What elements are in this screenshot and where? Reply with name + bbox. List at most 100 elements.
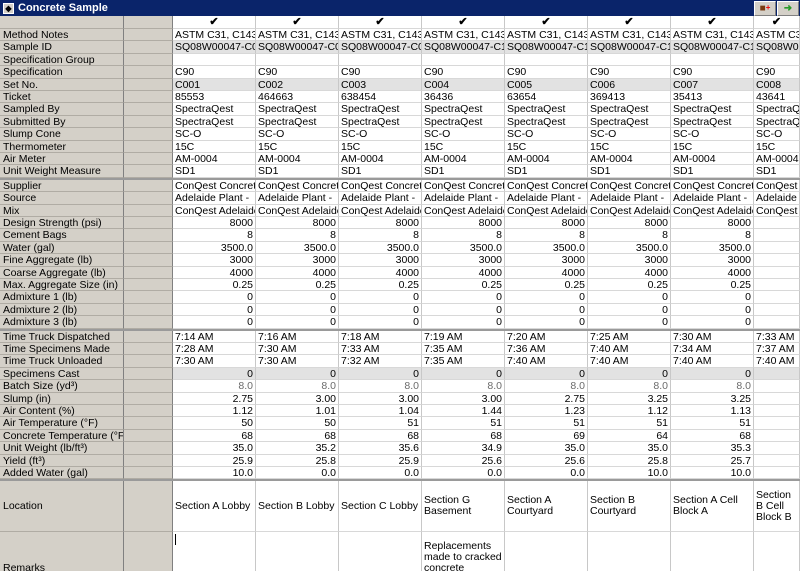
data-cell[interactable]: 7:40 AM <box>754 355 800 368</box>
data-cell[interactable]: 4000 <box>588 266 671 279</box>
data-cell[interactable]: SC-O <box>588 128 671 141</box>
data-cell[interactable]: 4000 <box>671 266 754 279</box>
data-cell[interactable]: 8000 <box>505 217 588 230</box>
data-cell[interactable]: 68 <box>256 429 339 443</box>
data-cell[interactable]: 0 <box>256 291 339 304</box>
data-cell[interactable] <box>173 53 256 67</box>
data-cell[interactable] <box>256 53 339 67</box>
data-cell[interactable]: 0 <box>173 291 256 304</box>
data-cell[interactable]: 15C <box>588 140 671 153</box>
data-cell[interactable]: SQ08W00047-C11 <box>505 41 588 54</box>
data-cell[interactable]: 1.13 <box>671 405 754 418</box>
location-cell[interactable]: Section A Lobby <box>173 481 256 533</box>
data-cell[interactable]: SC-O <box>505 128 588 141</box>
data-cell[interactable]: SpectraQest <box>588 103 671 116</box>
data-cell[interactable]: 3000 <box>256 254 339 267</box>
data-cell[interactable]: SpectraQest <box>505 115 588 129</box>
remarks-cell[interactable] <box>505 532 588 571</box>
data-cell[interactable] <box>754 53 800 67</box>
data-cell[interactable]: 25.8 <box>588 454 671 467</box>
data-cell[interactable]: SC-O <box>173 128 256 141</box>
data-cell[interactable] <box>754 367 800 381</box>
data-cell[interactable]: 3500.0 <box>173 241 256 255</box>
data-cell[interactable]: 0 <box>588 367 671 381</box>
data-cell[interactable]: 8000 <box>256 217 339 230</box>
data-cell[interactable]: 15C <box>505 140 588 153</box>
data-cell[interactable]: 35.6 <box>339 442 422 455</box>
data-cell[interactable]: SpectraQest <box>671 103 754 116</box>
data-cell[interactable]: 3.25 <box>671 392 754 405</box>
data-cell[interactable]: 7:28 AM <box>173 343 256 356</box>
data-cell[interactable]: 0 <box>339 291 422 304</box>
remarks-cell[interactable]: Replacements made to cracked concrete <box>422 532 505 571</box>
select-checkbox[interactable]: ✔ <box>291 16 303 28</box>
data-cell[interactable]: 0 <box>173 316 256 329</box>
data-cell[interactable]: 0.25 <box>256 279 339 292</box>
select-checkbox[interactable]: ✔ <box>540 16 552 28</box>
data-cell[interactable]: AM-0004 <box>173 153 256 166</box>
data-cell[interactable]: 64 <box>588 429 671 443</box>
select-checkbox[interactable]: ✔ <box>770 16 783 28</box>
data-cell[interactable]: SpectraQest <box>339 103 422 116</box>
data-cell[interactable]: 35.0 <box>505 442 588 455</box>
data-cell[interactable]: 35413 <box>671 91 754 104</box>
select-checkbox[interactable]: ✔ <box>457 16 469 28</box>
data-cell[interactable]: ConQest Concrete <box>173 179 256 193</box>
data-cell[interactable]: 8.0 <box>339 380 422 393</box>
data-cell[interactable]: 68 <box>339 429 422 443</box>
data-cell[interactable]: 0.0 <box>256 467 339 480</box>
data-cell[interactable]: 7:20 AM <box>505 330 588 343</box>
data-cell[interactable]: 7:25 AM <box>588 330 671 343</box>
data-cell[interactable]: 15C <box>256 140 339 153</box>
data-cell[interactable]: Adelaide Plant - <box>754 192 800 205</box>
data-cell[interactable]: 10.0 <box>588 467 671 480</box>
data-cell[interactable]: 0.25 <box>339 279 422 292</box>
data-cell[interactable]: 0.25 <box>173 279 256 292</box>
data-cell[interactable]: 43641 <box>754 91 800 104</box>
data-cell[interactable]: 35.0 <box>173 442 256 455</box>
data-cell[interactable]: 3500.0 <box>256 241 339 255</box>
data-cell[interactable]: SpectraQest <box>588 115 671 129</box>
data-cell[interactable]: SpectraQest <box>754 103 800 116</box>
data-cell[interactable]: C001 <box>173 78 256 91</box>
data-cell[interactable]: 0.25 <box>671 279 754 292</box>
data-cell[interactable]: 7:35 AM <box>422 355 505 368</box>
data-cell[interactable]: SQ08W00047-C13 <box>671 41 754 54</box>
data-cell[interactable]: 464663 <box>256 91 339 104</box>
data-cell[interactable]: C005 <box>505 78 588 91</box>
data-cell[interactable]: Adelaide Plant - <box>339 192 422 205</box>
data-cell[interactable]: 7:34 AM <box>671 343 754 356</box>
data-cell[interactable]: 3.00 <box>422 392 505 405</box>
data-cell[interactable]: 7:40 AM <box>505 355 588 368</box>
data-cell[interactable]: 3.00 <box>256 392 339 405</box>
data-cell[interactable]: ConQest Adelaide <box>256 204 339 217</box>
data-cell[interactable]: 51 <box>671 417 754 430</box>
data-cell[interactable]: 3.00 <box>339 392 422 405</box>
data-cell[interactable]: Adelaide Plant - <box>671 192 754 205</box>
data-cell[interactable]: 8.0 <box>588 380 671 393</box>
data-cell[interactable]: 7:40 AM <box>588 343 671 356</box>
data-cell[interactable]: 10.0 <box>671 467 754 480</box>
data-cell[interactable]: 34.9 <box>422 442 505 455</box>
data-cell[interactable]: 8 <box>173 229 256 242</box>
data-cell[interactable]: 7:14 AM <box>173 330 256 343</box>
data-cell[interactable]: ConQest Concrete <box>754 179 800 193</box>
data-cell[interactable]: 35.2 <box>256 442 339 455</box>
data-cell[interactable]: 7:18 AM <box>339 330 422 343</box>
data-cell[interactable]: 8 <box>339 229 422 242</box>
data-cell[interactable]: SQ08W00047-C08 <box>256 41 339 54</box>
data-cell[interactable]: SpectraQest <box>671 115 754 129</box>
data-cell[interactable]: 8000 <box>173 217 256 230</box>
data-cell[interactable]: SC-O <box>671 128 754 141</box>
data-cell[interactable]: C90 <box>173 66 256 79</box>
data-cell[interactable]: AM-0004 <box>588 153 671 166</box>
data-cell[interactable]: SD1 <box>339 165 422 178</box>
data-cell[interactable]: 25.9 <box>339 454 422 467</box>
remarks-cell[interactable] <box>588 532 671 571</box>
data-cell[interactable]: 0 <box>339 367 422 381</box>
data-cell[interactable]: 51 <box>422 417 505 430</box>
data-cell[interactable]: C90 <box>339 66 422 79</box>
data-cell[interactable]: 0.25 <box>588 279 671 292</box>
data-cell[interactable]: ConQest Adelaide <box>505 204 588 217</box>
data-cell[interactable]: 8 <box>588 229 671 242</box>
